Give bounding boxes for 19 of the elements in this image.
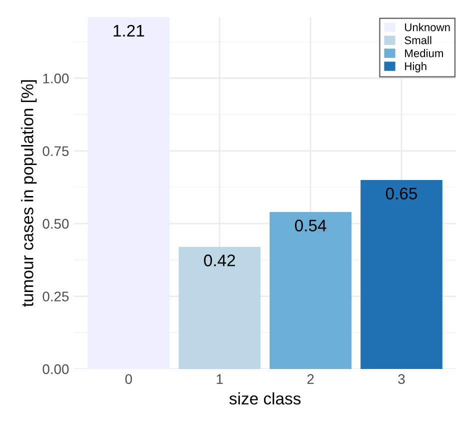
legend-label: High (405, 62, 426, 72)
text: 0.25 (42, 292, 69, 302)
data-label: 1.21 (114, 24, 144, 37)
text: 0.50 (42, 218, 69, 229)
legend-label: Medium (405, 49, 443, 58)
data-label: 0.54 (294, 220, 326, 232)
data-label: 0.65 (386, 188, 418, 200)
data-label: 0.42 (204, 254, 235, 266)
x-tick-label: 3 (398, 374, 405, 384)
y-axis-title: tumour cases in population [%] (21, 80, 37, 307)
x-axis-title: size class (229, 392, 301, 405)
legend-label: Small (404, 36, 432, 44)
x-tick-label: 0 (125, 374, 132, 384)
text: 0.00 (42, 364, 69, 374)
x-tick-label: 2 (307, 374, 314, 384)
x-tick-label: 1 (216, 374, 223, 384)
text: 1.00 (43, 74, 69, 84)
legend-label: Unknown (405, 23, 450, 32)
text: 0.75 (42, 146, 69, 156)
